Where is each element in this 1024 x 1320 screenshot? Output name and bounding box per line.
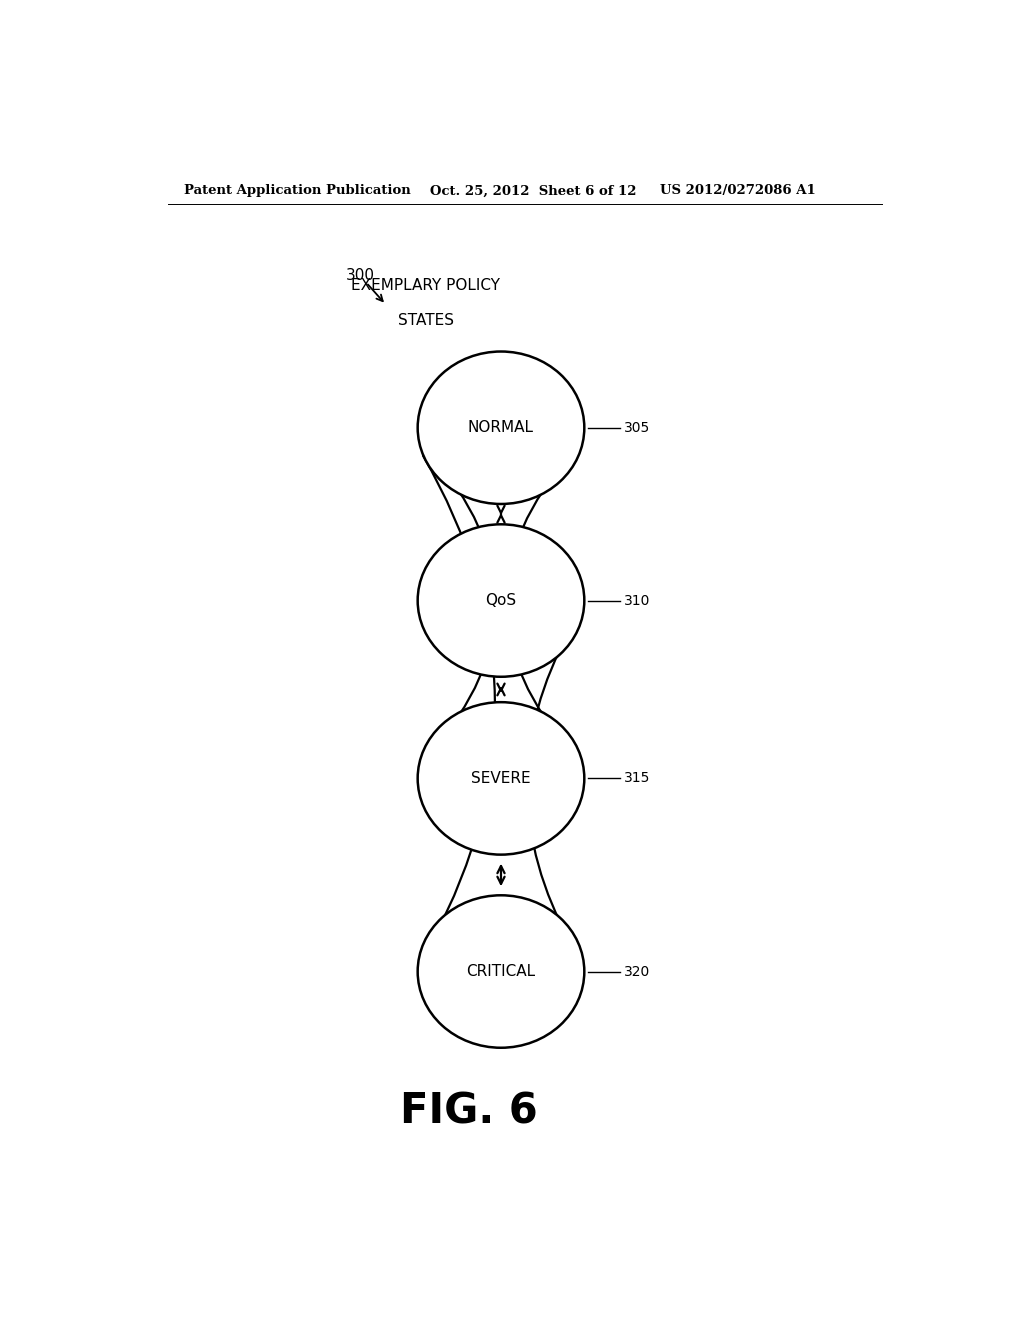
Text: NORMAL: NORMAL — [468, 420, 534, 436]
Text: CRITICAL: CRITICAL — [466, 964, 536, 979]
Text: STATES: STATES — [397, 313, 454, 327]
Text: Oct. 25, 2012  Sheet 6 of 12: Oct. 25, 2012 Sheet 6 of 12 — [430, 185, 636, 198]
Text: 315: 315 — [624, 771, 650, 785]
Text: 305: 305 — [624, 421, 650, 434]
Text: QoS: QoS — [485, 593, 516, 609]
Ellipse shape — [418, 524, 585, 677]
Text: US 2012/0272086 A1: US 2012/0272086 A1 — [659, 185, 815, 198]
Text: Patent Application Publication: Patent Application Publication — [183, 185, 411, 198]
Ellipse shape — [418, 702, 585, 854]
Text: 320: 320 — [624, 965, 650, 978]
Ellipse shape — [418, 895, 585, 1048]
Text: 300: 300 — [346, 268, 375, 282]
Text: 310: 310 — [624, 594, 650, 607]
Ellipse shape — [418, 351, 585, 504]
Text: EXEMPLARY POLICY: EXEMPLARY POLICY — [351, 277, 500, 293]
Text: FIG. 6: FIG. 6 — [400, 1090, 539, 1133]
Text: SEVERE: SEVERE — [471, 771, 530, 785]
